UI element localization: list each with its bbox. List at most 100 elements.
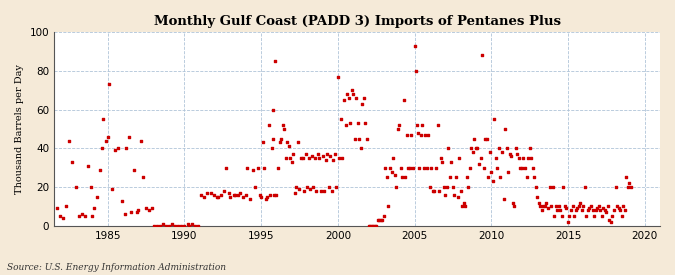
Point: [586, 204, 597, 209]
Point: [529, 175, 539, 180]
Point: [279, 127, 290, 131]
Point: [483, 175, 493, 180]
Point: [164, 224, 175, 228]
Point: [412, 131, 423, 135]
Point: [545, 204, 556, 209]
Point: [343, 96, 354, 100]
Point: [133, 208, 144, 213]
Point: [531, 185, 541, 189]
Point: [420, 133, 431, 137]
Point: [116, 199, 127, 203]
Point: [196, 193, 207, 197]
Point: [590, 208, 601, 213]
Point: [487, 179, 498, 183]
Point: [205, 191, 216, 195]
Point: [124, 134, 134, 139]
Point: [437, 160, 448, 164]
Point: [190, 224, 200, 228]
Point: [320, 158, 331, 162]
Title: Monthly Gulf Coast (PADD 3) Imports of Pentanes Plus: Monthly Gulf Coast (PADD 3) Imports of P…: [153, 15, 560, 28]
Point: [371, 224, 381, 228]
Point: [290, 191, 300, 195]
Point: [556, 214, 567, 218]
Point: [595, 208, 605, 213]
Point: [461, 175, 472, 180]
Point: [616, 214, 627, 218]
Point: [469, 136, 480, 141]
Point: [285, 156, 296, 160]
Point: [480, 136, 491, 141]
Point: [443, 146, 454, 150]
Point: [522, 156, 533, 160]
Point: [504, 152, 515, 156]
Point: [396, 166, 406, 170]
Point: [58, 216, 69, 220]
Point: [463, 185, 474, 189]
Point: [333, 74, 344, 79]
Point: [261, 197, 271, 201]
Point: [475, 156, 486, 160]
Point: [151, 224, 162, 228]
Point: [533, 200, 544, 205]
Point: [202, 191, 213, 195]
Point: [535, 204, 546, 209]
Point: [367, 224, 377, 228]
Point: [383, 204, 394, 209]
Point: [569, 214, 580, 218]
Point: [254, 193, 265, 197]
Point: [126, 210, 136, 214]
Point: [527, 166, 538, 170]
Point: [292, 140, 303, 145]
Point: [408, 166, 418, 170]
Point: [299, 189, 310, 193]
Point: [615, 208, 626, 213]
Point: [268, 107, 279, 112]
Point: [485, 150, 495, 154]
Point: [242, 166, 252, 170]
Point: [128, 167, 139, 172]
Point: [76, 212, 87, 216]
Point: [329, 152, 340, 156]
Point: [452, 195, 463, 199]
Point: [558, 185, 569, 189]
Point: [508, 200, 518, 205]
Point: [561, 206, 572, 211]
Point: [184, 224, 194, 228]
Point: [391, 185, 402, 189]
Point: [286, 160, 297, 164]
Point: [403, 166, 414, 170]
Point: [316, 189, 327, 193]
Y-axis label: Thousand Barrels per Day: Thousand Barrels per Day: [15, 64, 24, 194]
Point: [97, 146, 107, 150]
Point: [555, 208, 566, 213]
Point: [339, 98, 350, 102]
Point: [238, 195, 248, 199]
Point: [431, 166, 441, 170]
Point: [560, 204, 570, 209]
Point: [70, 185, 81, 189]
Point: [245, 197, 256, 201]
Point: [346, 88, 357, 92]
Point: [233, 193, 244, 197]
Point: [314, 156, 325, 160]
Point: [503, 169, 514, 174]
Point: [375, 218, 386, 222]
Point: [340, 123, 351, 127]
Point: [618, 204, 628, 209]
Point: [544, 185, 555, 189]
Point: [187, 222, 198, 226]
Point: [64, 138, 75, 143]
Point: [457, 204, 468, 209]
Point: [262, 195, 273, 199]
Point: [509, 204, 520, 209]
Point: [223, 191, 234, 195]
Point: [274, 140, 285, 145]
Point: [620, 208, 630, 213]
Point: [103, 134, 113, 139]
Point: [354, 136, 364, 141]
Point: [380, 166, 391, 170]
Point: [612, 204, 622, 209]
Point: [414, 166, 425, 170]
Point: [626, 185, 637, 189]
Point: [73, 214, 84, 218]
